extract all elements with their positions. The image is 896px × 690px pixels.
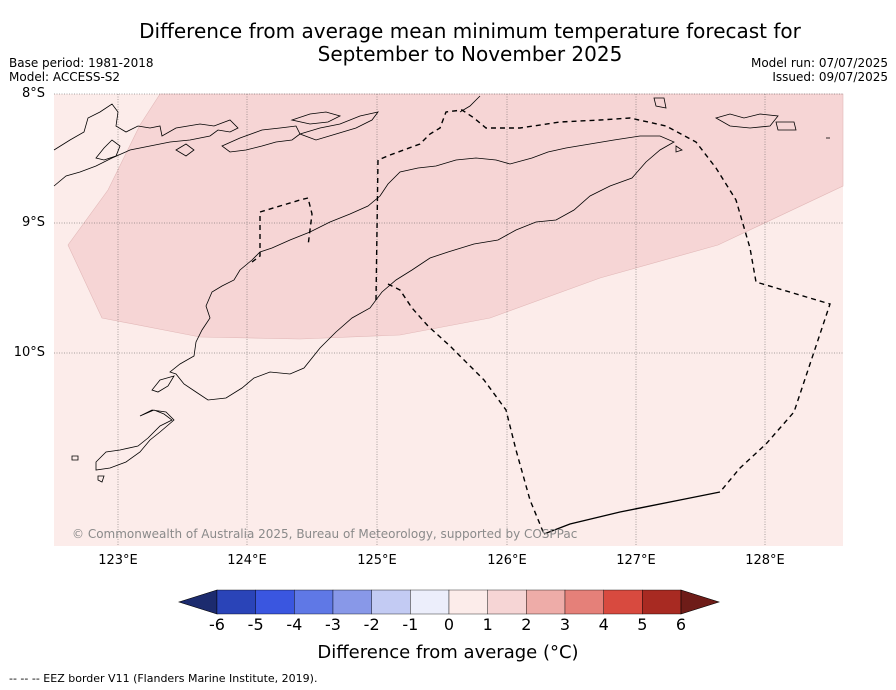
colorbar-tick: -6 <box>209 615 225 634</box>
colorbar <box>178 589 720 615</box>
colorbar-tick: 1 <box>482 615 493 634</box>
lon-label-128e: 128°E <box>745 553 785 568</box>
colorbar-extend-high <box>680 589 720 615</box>
colorbar-tick: 2 <box>521 615 532 634</box>
colorbar-segment <box>255 589 295 615</box>
colorbar-segment <box>642 589 682 615</box>
colorbar-segment <box>526 589 566 615</box>
colorbar-tick: 4 <box>598 615 609 634</box>
lon-label-123e: 123°E <box>98 553 138 568</box>
colorbar-extend-low <box>178 589 218 615</box>
gridlines <box>54 93 843 546</box>
eez-borders <box>251 109 831 535</box>
colorbar-label: Difference from average (°C) <box>317 642 579 663</box>
lon-label-127e: 127°E <box>616 553 656 568</box>
colorbar-segment <box>294 589 334 615</box>
colorbar-segment <box>332 589 372 615</box>
colorbar-tick: 5 <box>637 615 648 634</box>
colorbar-tick: -5 <box>247 615 264 634</box>
colorbar-segment <box>603 589 643 615</box>
colorbar-segment <box>371 589 411 615</box>
colorbar-tick: -3 <box>325 615 341 634</box>
lon-label-125e: 125°E <box>357 553 397 568</box>
lon-label-124e: 124°E <box>227 553 267 568</box>
lat-label-8s: 8°S <box>21 86 45 101</box>
title-line-2: September to November 2025 <box>317 42 623 66</box>
map-title: Difference from average mean minimum tem… <box>70 20 870 66</box>
colorbar-segment <box>448 589 488 615</box>
colorbar-tick: 6 <box>675 615 687 634</box>
model-run-text: Model run: 07/07/2025 <box>750 56 888 70</box>
anomaly-region-high <box>67 93 844 340</box>
base-period-text: Base period: 1981-2018 <box>9 56 154 70</box>
model-text: Model: ACCESS-S2 <box>9 70 121 84</box>
colorbar-segment <box>564 589 604 615</box>
coastlines <box>53 95 830 483</box>
issued-text: Issued: 09/07/2025 <box>772 70 888 84</box>
lon-label-126e: 126°E <box>487 553 527 568</box>
colorbar-segment <box>487 589 527 615</box>
metadata-right: Model run: 07/07/2025 Issued: 09/07/2025 <box>751 56 888 84</box>
colorbar-tick: 0 <box>443 615 455 634</box>
title-line-1: Difference from average mean minimum tem… <box>139 19 801 43</box>
colorbar-segment <box>410 589 450 615</box>
copyright-text: © Commonwealth of Australia 2025, Bureau… <box>72 527 578 541</box>
colorbar-tick: 3 <box>559 615 571 634</box>
lat-label-10s: 10°S <box>13 345 45 360</box>
colorbar-tick: -1 <box>402 615 419 634</box>
eez-footnote: -- -- -- EEZ border V11 (Flanders Marine… <box>9 672 318 685</box>
lat-label-9s: 9°S <box>21 215 45 230</box>
metadata-left: Base period: 1981-2018 Model: ACCESS-S2 <box>9 56 154 84</box>
colorbar-tick: -4 <box>286 615 303 634</box>
colorbar-tick: -2 <box>363 615 380 634</box>
colorbar-segment <box>216 589 256 615</box>
